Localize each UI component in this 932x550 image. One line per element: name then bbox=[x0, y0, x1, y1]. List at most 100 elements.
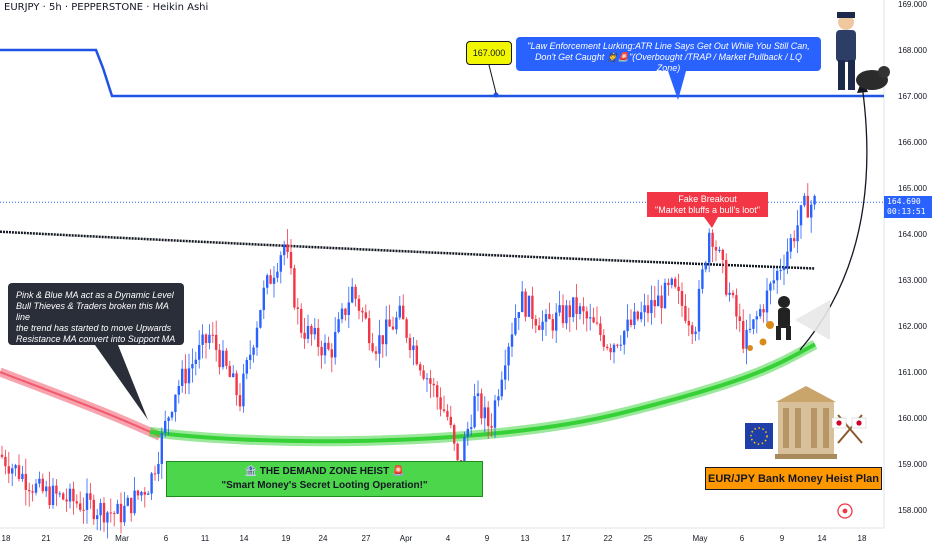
target-icon[interactable] bbox=[837, 503, 853, 519]
bear-candle bbox=[408, 337, 412, 351]
bull-candle bbox=[718, 249, 721, 251]
bear-candle bbox=[153, 473, 157, 475]
bear-candle bbox=[109, 512, 112, 514]
bull-candle bbox=[782, 267, 786, 271]
bear-candle bbox=[211, 334, 214, 336]
resistance-ma-core bbox=[0, 371, 161, 438]
bear-candle bbox=[405, 319, 408, 338]
bull-candle bbox=[789, 238, 792, 252]
bull-candle bbox=[476, 393, 480, 397]
bear-candle bbox=[711, 232, 714, 247]
bear-candle bbox=[456, 443, 459, 461]
time-tick-label: 18 bbox=[858, 534, 867, 543]
bear-candle bbox=[674, 278, 677, 287]
bull-candle bbox=[272, 277, 276, 284]
bear-candle bbox=[616, 344, 619, 346]
bull-candle bbox=[164, 420, 167, 433]
bull-candle bbox=[255, 327, 259, 348]
price-tick-label: 159.000 bbox=[898, 460, 927, 469]
eu-flag-icon bbox=[745, 423, 773, 449]
price-axis[interactable] bbox=[884, 0, 932, 550]
bull-candle bbox=[177, 385, 180, 395]
current-price-label[interactable]: 164.690 00:13:51 bbox=[884, 196, 932, 219]
bear-candle bbox=[330, 349, 333, 358]
bull-candle bbox=[633, 311, 636, 326]
bear-candle bbox=[62, 493, 65, 500]
bear-candle bbox=[381, 335, 384, 345]
bear-candle bbox=[429, 378, 432, 384]
bear-candle bbox=[119, 503, 123, 523]
bull-candle bbox=[170, 411, 174, 418]
bull-candle bbox=[167, 417, 170, 421]
time-tick-label: 18 bbox=[2, 534, 11, 543]
bear-candle bbox=[310, 326, 313, 335]
price-tick-label: 165.000 bbox=[898, 184, 927, 193]
bull-candle bbox=[279, 255, 282, 272]
current-price-value: 164.690 bbox=[887, 197, 921, 207]
level-tag: 167.000 bbox=[466, 41, 512, 65]
bank-building-icon bbox=[775, 386, 837, 459]
bear-candle bbox=[102, 503, 106, 523]
bear-candle bbox=[714, 246, 718, 251]
bear-candle bbox=[65, 499, 68, 502]
bull-candle bbox=[11, 468, 14, 474]
bull-candle bbox=[483, 407, 486, 419]
bear-candle bbox=[629, 319, 633, 326]
bear-candle bbox=[725, 259, 728, 295]
bear-candle bbox=[680, 291, 684, 306]
bear-candle bbox=[432, 383, 435, 386]
price-tick-label: 166.000 bbox=[898, 138, 927, 147]
bull-candle bbox=[351, 286, 354, 303]
ma-note-pointer bbox=[95, 345, 148, 420]
bear-candle bbox=[24, 473, 27, 490]
bear-candle bbox=[374, 351, 378, 354]
bear-candle bbox=[17, 465, 21, 479]
bull-candle bbox=[470, 427, 473, 429]
bull-candle bbox=[45, 486, 48, 492]
price-tick-label: 168.000 bbox=[898, 46, 927, 55]
bear-candle bbox=[136, 490, 140, 496]
bear-candle bbox=[606, 346, 609, 348]
bear-candle bbox=[72, 488, 75, 502]
bear-candle bbox=[113, 513, 116, 515]
atr-line[interactable] bbox=[0, 48, 884, 98]
bull-candle bbox=[463, 436, 466, 462]
bull-candle bbox=[123, 505, 126, 523]
bull-candle bbox=[694, 331, 697, 335]
law-enforcement-note: "Law Enforcement Lurking:ATR Line Says G… bbox=[516, 37, 821, 73]
symbol-title[interactable]: EURJPY · 5h · PEPPERSTONE · Heikin Ashi bbox=[4, 2, 209, 13]
black-ma-line bbox=[0, 230, 816, 270]
bull-candle bbox=[313, 327, 316, 335]
bear-candle bbox=[677, 286, 680, 292]
bear-candle bbox=[31, 491, 34, 493]
time-tick-label: 21 bbox=[42, 534, 51, 543]
bull-candle bbox=[242, 373, 245, 407]
bear-candle bbox=[738, 316, 741, 321]
bull-candle bbox=[799, 205, 803, 226]
bear-candle bbox=[487, 407, 490, 427]
time-tick-label: 6 bbox=[740, 534, 745, 543]
bear-candle bbox=[480, 393, 483, 419]
bear-candle bbox=[215, 334, 218, 350]
bear-candle bbox=[143, 491, 146, 495]
bull-candle bbox=[249, 354, 252, 360]
bull-candle bbox=[106, 512, 109, 523]
police-officer-icon bbox=[836, 12, 890, 90]
bull-candle bbox=[704, 262, 707, 270]
bull-candle bbox=[306, 326, 310, 339]
bear-candle bbox=[687, 320, 690, 326]
bear-candle bbox=[793, 238, 796, 242]
bear-candle bbox=[89, 493, 92, 500]
bull-candle bbox=[728, 292, 731, 295]
time-tick-label: 11 bbox=[201, 534, 210, 543]
bull-candle bbox=[334, 331, 337, 358]
bull-candle bbox=[657, 295, 660, 307]
bull-candle bbox=[500, 379, 503, 397]
time-tick-label: May bbox=[692, 534, 707, 543]
bear-candle bbox=[806, 195, 809, 218]
bear-candle bbox=[568, 305, 571, 318]
bull-candle bbox=[504, 365, 507, 380]
bull-candle bbox=[589, 317, 592, 319]
fake-breakout-note: Fake Breakout "Market bluffs a bull's lo… bbox=[647, 192, 768, 217]
